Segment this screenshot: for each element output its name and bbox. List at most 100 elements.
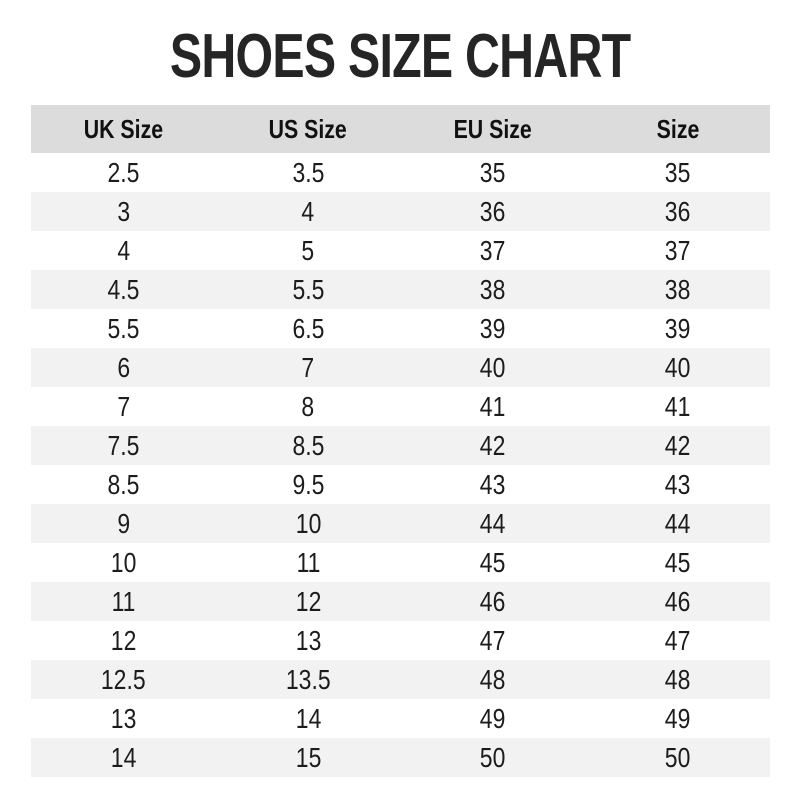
table-row: 3 4 36 36 (31, 192, 770, 231)
column-header: UK Size (31, 105, 216, 153)
table-cell: 41 (401, 387, 586, 426)
table-cell-value: 4 (301, 195, 315, 227)
table-cell-value: 13.5 (285, 663, 331, 695)
column-header-label: US Size (269, 113, 348, 144)
table-cell: 14 (216, 699, 401, 738)
table-cell-value: 47 (664, 624, 691, 656)
table-cell-value: 46 (480, 585, 506, 617)
table-cell: 39 (401, 309, 586, 348)
table-cell: 4 (216, 192, 401, 231)
table-cell: 5.5 (216, 270, 401, 309)
table-cell-value: 7 (301, 351, 315, 383)
table-cell-value: 39 (664, 312, 691, 344)
table-cell-value: 5.5 (292, 273, 325, 305)
table-cell: 50 (401, 738, 586, 777)
table-cell-value: 8.5 (292, 429, 325, 461)
table-cell: 37 (585, 231, 770, 270)
table-row: 12.5 13.5 48 48 (31, 660, 770, 699)
column-header: Size (585, 105, 770, 153)
table-row: 12 13 47 47 (31, 621, 770, 660)
table-cell-value: 5 (301, 234, 315, 266)
column-header-label: Size (656, 113, 699, 144)
table-row: 7 8 41 41 (31, 387, 770, 426)
table-cell-value: 44 (480, 507, 506, 539)
table-cell-value: 40 (664, 351, 691, 383)
size-chart-table-container: UK Size US Size EU Size Size 2.5 3.5 35 35 3 4 36… (31, 105, 770, 777)
column-header: EU Size (400, 105, 586, 153)
table-cell: 14 (31, 738, 216, 777)
table-cell-value: 6 (116, 351, 130, 383)
table-cell-value: 11 (111, 585, 136, 617)
table-cell: 45 (401, 543, 586, 582)
table-cell-value: 2.5 (107, 156, 140, 188)
table-cell-value: 37 (664, 234, 691, 266)
table-cell-value: 4.5 (107, 273, 140, 305)
table-cell: 47 (585, 621, 770, 660)
table-cell-value: 49 (480, 702, 506, 734)
table-cell: 10 (216, 504, 401, 543)
table-cell: 38 (401, 270, 586, 309)
table-cell: 49 (401, 699, 586, 738)
table-cell-value: 4 (116, 234, 130, 266)
table-cell: 13 (216, 621, 401, 660)
table-cell-value: 3.5 (292, 156, 325, 188)
table-cell: 42 (585, 426, 770, 465)
table-cell: 12 (216, 582, 401, 621)
table-cell-value: 39 (480, 312, 506, 344)
table-cell: 10 (31, 543, 216, 582)
table-cell: 46 (585, 582, 770, 621)
table-cell: 37 (401, 231, 586, 270)
column-header-label: EU Size (453, 113, 532, 144)
table-cell: 3 (31, 192, 216, 231)
table-cell: 6.5 (216, 309, 401, 348)
table-cell: 46 (401, 582, 586, 621)
table-cell-value: 42 (480, 429, 506, 461)
table-cell: 9.5 (216, 465, 401, 504)
column-header: US Size (215, 105, 401, 153)
table-cell: 15 (216, 738, 401, 777)
table-cell: 47 (401, 621, 586, 660)
table-cell-value: 45 (664, 546, 691, 578)
table-cell: 3.5 (216, 153, 401, 192)
table-cell-value: 9.5 (292, 468, 325, 500)
table-cell-value: 49 (664, 702, 691, 734)
table-cell: 41 (585, 387, 770, 426)
table-row: 5.5 6.5 39 39 (31, 309, 770, 348)
table-cell-value: 7.5 (107, 429, 140, 461)
table-cell: 43 (585, 465, 770, 504)
page-title-text: SHOES SIZE CHART (169, 22, 631, 91)
table-cell-value: 35 (664, 156, 691, 188)
table-cell: 8 (216, 387, 401, 426)
table-cell-value: 48 (664, 663, 691, 695)
page-title: SHOES SIZE CHART (0, 26, 800, 104)
table-row: 13 14 49 49 (31, 699, 770, 738)
table-cell: 44 (585, 504, 770, 543)
table-cell-value: 13 (110, 702, 137, 734)
table-cell-value: 36 (664, 195, 691, 227)
header-row: UK Size US Size EU Size Size (31, 105, 770, 153)
table-row: 6 7 40 40 (31, 348, 770, 387)
table-cell-value: 10 (110, 546, 137, 578)
table-row: 8.5 9.5 43 43 (31, 465, 770, 504)
table-cell-value: 41 (480, 390, 506, 422)
table-cell: 35 (585, 153, 770, 192)
column-header-label: UK Size (83, 113, 164, 144)
table-cell-value: 47 (480, 624, 506, 656)
table-cell: 36 (585, 192, 770, 231)
table-cell: 13.5 (216, 660, 401, 699)
table-cell-value: 8.5 (107, 468, 140, 500)
table-cell: 49 (585, 699, 770, 738)
table-cell: 40 (401, 348, 586, 387)
table-cell-value: 36 (480, 195, 506, 227)
table-cell-value: 50 (480, 741, 506, 773)
table-cell: 7 (31, 387, 216, 426)
table-cell: 4 (31, 231, 216, 270)
table-cell-value: 38 (664, 273, 691, 305)
table-cell-value: 43 (480, 468, 506, 500)
table-cell: 11 (216, 543, 401, 582)
table-cell-value: 38 (480, 273, 506, 305)
table-row: 11 12 46 46 (31, 582, 770, 621)
size-table-head: UK Size US Size EU Size Size (31, 105, 770, 153)
table-cell-value: 15 (295, 741, 321, 773)
